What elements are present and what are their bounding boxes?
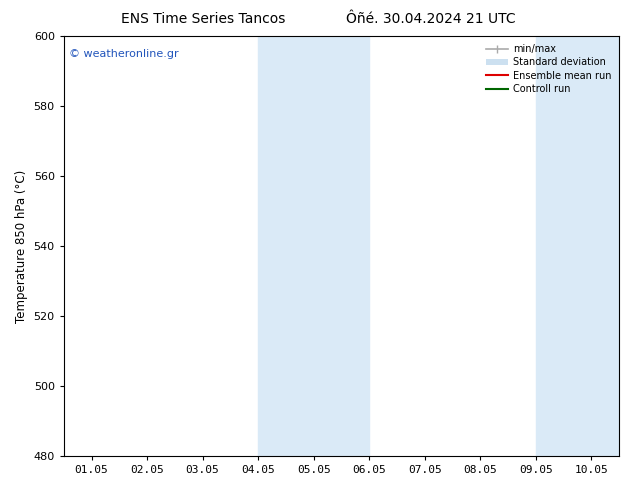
Text: ENS Time Series Tancos: ENS Time Series Tancos bbox=[120, 12, 285, 26]
Y-axis label: Temperature 850 hPa (°C): Temperature 850 hPa (°C) bbox=[15, 170, 28, 323]
Text: Ôñé. 30.04.2024 21 UTC: Ôñé. 30.04.2024 21 UTC bbox=[346, 12, 516, 26]
Legend: min/max, Standard deviation, Ensemble mean run, Controll run: min/max, Standard deviation, Ensemble me… bbox=[484, 41, 614, 97]
Bar bbox=[258, 36, 369, 456]
Text: © weatheronline.gr: © weatheronline.gr bbox=[69, 49, 179, 59]
Bar bbox=[536, 36, 624, 456]
